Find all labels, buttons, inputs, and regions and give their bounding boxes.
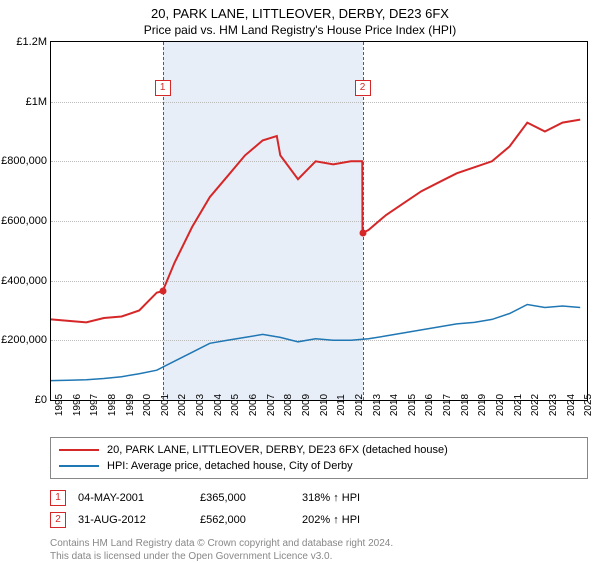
x-tick-label: 1999 (125, 394, 136, 416)
y-tick-label: £200,000 (1, 334, 51, 346)
legend-item: HPI: Average price, detached house, City… (59, 458, 579, 474)
legend: 20, PARK LANE, LITTLEOVER, DERBY, DE23 6… (50, 437, 588, 479)
y-tick-label: £1.2M (16, 36, 51, 48)
sale-row-marker: 1 (50, 490, 66, 506)
x-tick-label: 2018 (460, 394, 471, 416)
x-tick-label: 1998 (107, 394, 118, 416)
legend-label: HPI: Average price, detached house, City… (107, 460, 353, 472)
series-hpi (51, 304, 580, 380)
sale-marker-point (159, 287, 166, 294)
sale-pct: 318% ↑ HPI (302, 492, 392, 504)
series-svg (51, 42, 589, 400)
y-tick-label: £600,000 (1, 215, 51, 227)
x-tick-label: 2022 (530, 394, 541, 416)
x-axis-labels: 1995199619971998199920002001200220032004… (50, 401, 588, 435)
x-tick-label: 2019 (477, 394, 488, 416)
x-tick-label: 2017 (442, 394, 453, 416)
x-tick-label: 1997 (89, 394, 100, 416)
sale-row: 1 04-MAY-2001 £365,000 318% ↑ HPI (50, 487, 588, 509)
x-tick-label: 2010 (319, 394, 330, 416)
x-tick-label: 2023 (548, 394, 559, 416)
y-tick-label: £1M (26, 96, 51, 108)
x-tick-label: 2011 (336, 394, 347, 416)
x-tick-label: 2006 (248, 394, 259, 416)
chart-container: 20, PARK LANE, LITTLEOVER, DERBY, DE23 6… (0, 0, 600, 560)
sales-table: 1 04-MAY-2001 £365,000 318% ↑ HPI 2 31-AUG-20… (50, 487, 588, 531)
x-tick-label: 2004 (213, 394, 224, 416)
x-tick-label: 2005 (230, 394, 241, 416)
sale-marker-point (359, 229, 366, 236)
x-tick-label: 2014 (389, 394, 400, 416)
plot-area: £0£200,000£400,000£600,000£800,000£1M£1.… (50, 41, 588, 401)
sale-date: 04-MAY-2001 (78, 492, 188, 504)
sale-date: 31-AUG-2012 (78, 514, 188, 526)
x-tick-label: 2015 (407, 394, 418, 416)
legend-label: 20, PARK LANE, LITTLEOVER, DERBY, DE23 6… (107, 444, 448, 456)
x-tick-label: 2021 (513, 394, 524, 416)
x-tick-label: 1996 (72, 394, 83, 416)
x-tick-label: 2009 (301, 394, 312, 416)
x-tick-label: 2000 (142, 394, 153, 416)
y-tick-label: £400,000 (1, 275, 51, 287)
chart-title: 20, PARK LANE, LITTLEOVER, DERBY, DE23 6… (0, 0, 600, 23)
legend-item: 20, PARK LANE, LITTLEOVER, DERBY, DE23 6… (59, 442, 579, 458)
series-price_paid (51, 119, 580, 322)
x-tick-label: 2002 (177, 394, 188, 416)
chart-subtitle: Price paid vs. HM Land Registry's House … (0, 23, 600, 41)
x-tick-label: 1995 (54, 394, 65, 416)
x-tick-label: 2024 (566, 394, 577, 416)
attribution-line: Contains HM Land Registry data © Crown c… (50, 537, 588, 550)
attribution-line: This data is licensed under the Open Gov… (50, 550, 588, 563)
legend-swatch (59, 465, 99, 467)
sale-pct: 202% ↑ HPI (302, 514, 392, 526)
sale-price: £365,000 (200, 492, 290, 504)
x-tick-label: 2003 (195, 394, 206, 416)
sale-price: £562,000 (200, 514, 290, 526)
x-tick-label: 2016 (424, 394, 435, 416)
legend-swatch (59, 449, 99, 451)
sale-marker-label: 2 (355, 80, 371, 96)
sale-marker-label: 1 (155, 80, 171, 96)
x-tick-label: 2008 (283, 394, 294, 416)
y-tick-label: £800,000 (1, 155, 51, 167)
x-tick-label: 2001 (160, 394, 171, 416)
x-tick-label: 2012 (354, 394, 365, 416)
x-tick-label: 2020 (495, 394, 506, 416)
x-tick-label: 2013 (372, 394, 383, 416)
sale-row: 2 31-AUG-2012 £562,000 202% ↑ HPI (50, 509, 588, 531)
y-tick-label: £0 (35, 394, 51, 406)
sale-row-marker: 2 (50, 512, 66, 528)
x-tick-label: 2007 (266, 394, 277, 416)
attribution: Contains HM Land Registry data © Crown c… (50, 537, 588, 563)
x-tick-label: 2025 (583, 394, 594, 416)
